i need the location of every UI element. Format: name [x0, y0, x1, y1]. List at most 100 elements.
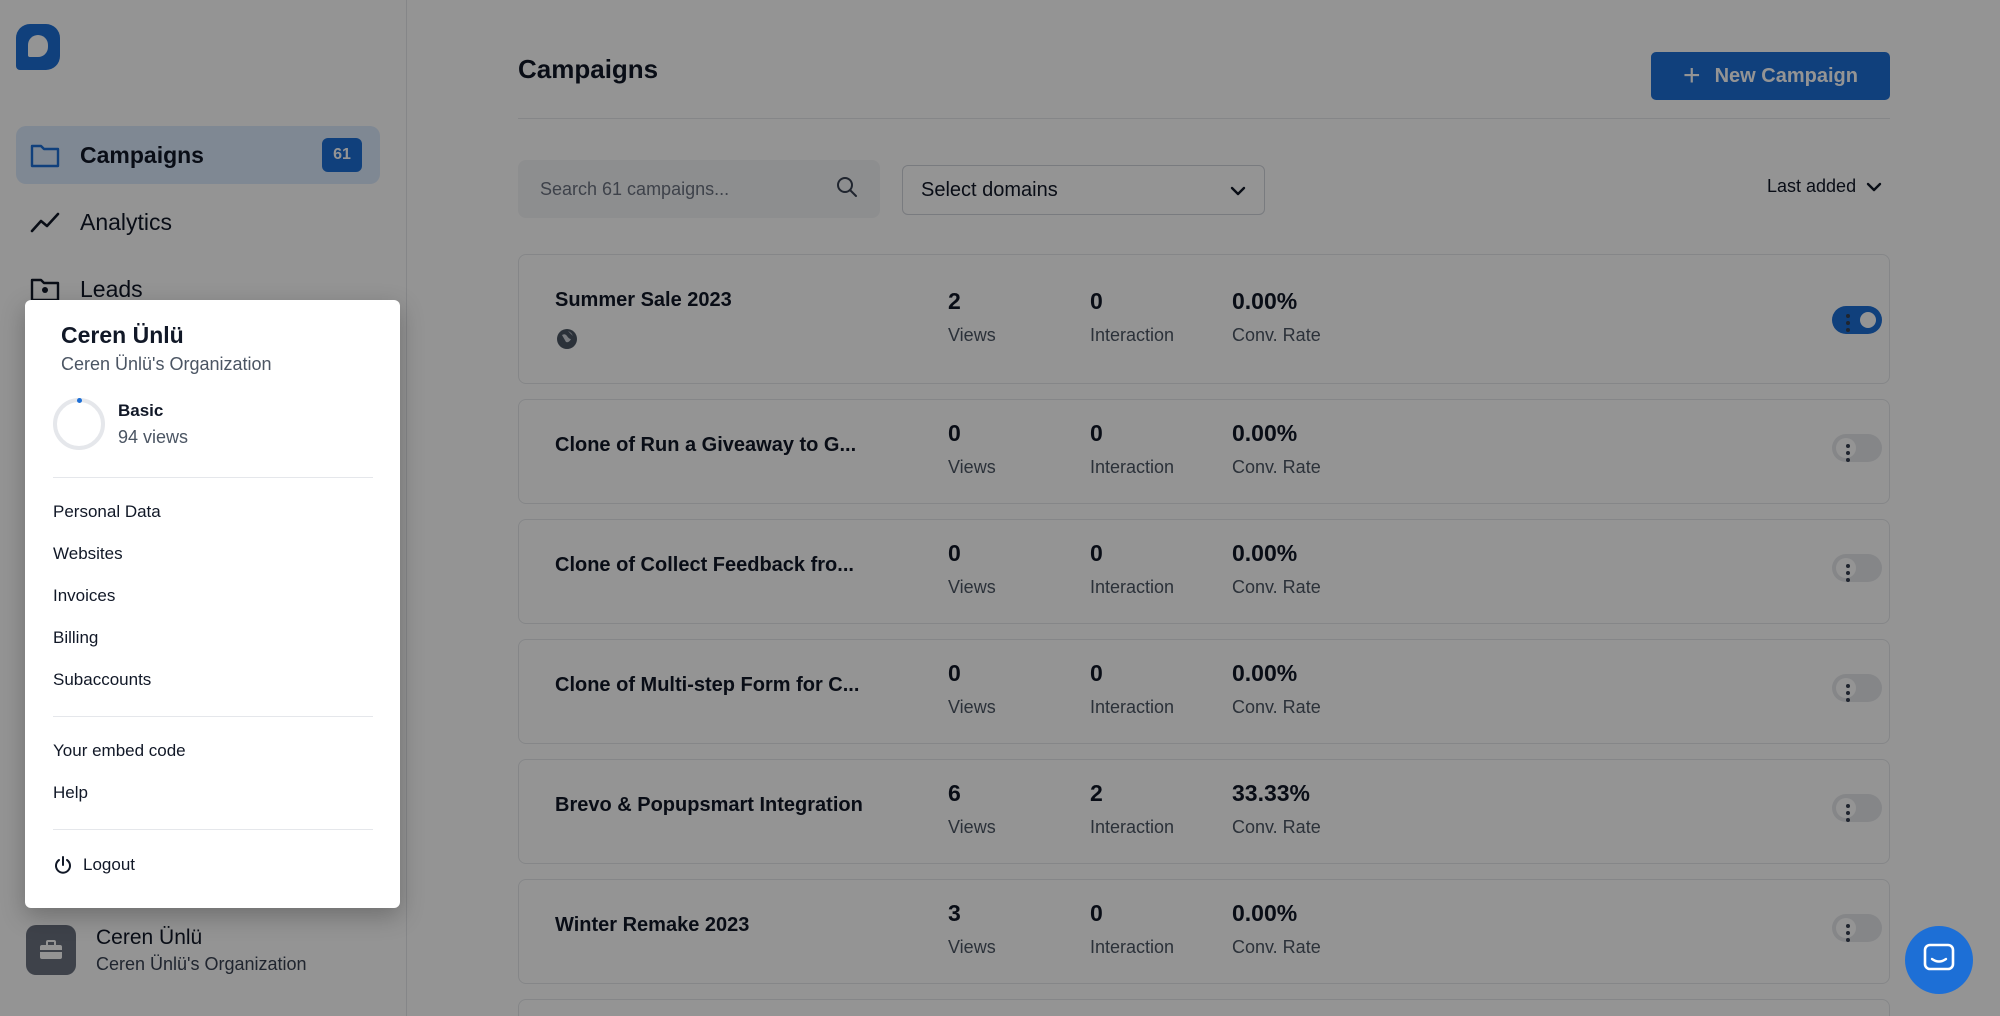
- folder-icon: [30, 140, 60, 170]
- interaction-stat: 0 Interaction: [1090, 420, 1174, 478]
- views-value: 0: [948, 420, 961, 446]
- campaign-active-toggle[interactable]: [1832, 306, 1882, 334]
- conv-rate-label: Conv. Rate: [1232, 457, 1321, 477]
- interaction-stat: 0 Interaction: [1090, 900, 1174, 958]
- conv-rate-value: 33.33%: [1232, 780, 1311, 806]
- interaction-label: Interaction: [1090, 937, 1175, 957]
- views-value: 3: [948, 900, 961, 926]
- views-stat: 6 Views: [948, 780, 996, 838]
- views-value: 2: [948, 288, 961, 314]
- views-label: Views: [948, 457, 996, 477]
- interaction-value: 0: [1090, 420, 1103, 446]
- views-value: 6: [948, 780, 961, 806]
- conv-rate-stat: 0.00% Conv. Rate: [1232, 288, 1321, 346]
- menu-item-websites[interactable]: Websites: [33, 533, 143, 575]
- menu-item-invoices[interactable]: Invoices: [53, 586, 116, 605]
- campaign-active-toggle[interactable]: [1832, 434, 1882, 462]
- interaction-label: Interaction: [1090, 577, 1175, 597]
- conv-rate-label: Conv. Rate: [1232, 937, 1321, 957]
- more-options-icon[interactable]: [1845, 444, 1851, 462]
- more-options-icon[interactable]: [1845, 924, 1851, 942]
- campaign-card[interactable]: Brevo & Popupsmart Integration 6 Views 2…: [518, 759, 1890, 864]
- campaign-name[interactable]: Winter Remake 2023: [555, 914, 750, 936]
- campaign-card[interactable]: [518, 999, 1890, 1016]
- sidebar-item-analytics[interactable]: Analytics: [16, 193, 380, 251]
- menu-item-help[interactable]: Help: [53, 783, 88, 802]
- views-stat: 0 Views: [948, 420, 996, 478]
- menu-item-embed-code[interactable]: Your embed code: [53, 741, 186, 760]
- campaign-card[interactable]: Clone of Run a Giveaway to G... 0 Views …: [518, 399, 1890, 504]
- chevron-down-icon: [1866, 176, 1882, 197]
- conv-rate-stat: 33.33% Conv. Rate: [1232, 780, 1321, 838]
- header-divider: [518, 118, 1890, 119]
- conv-rate-value: 0.00%: [1232, 540, 1298, 566]
- views-stat: 2 Views: [948, 288, 996, 346]
- campaign-active-toggle[interactable]: [1832, 554, 1882, 582]
- campaign-name[interactable]: Clone of Multi-step Form for C...: [555, 674, 860, 696]
- views-value: 0: [948, 660, 961, 686]
- sidebar-item-label: Analytics: [80, 208, 173, 235]
- views-label: Views: [948, 577, 996, 597]
- globe-icon: [555, 327, 579, 356]
- interaction-stat: 0 Interaction: [1090, 660, 1174, 718]
- search-box[interactable]: [518, 160, 880, 218]
- account-switcher[interactable]: Ceren Ünlü Ceren Ünlü's Organization: [26, 925, 307, 975]
- views-label: Views: [948, 325, 996, 345]
- search-icon[interactable]: [836, 176, 858, 203]
- interaction-label: Interaction: [1090, 325, 1175, 345]
- plus-icon: +: [1683, 59, 1701, 92]
- campaign-active-toggle[interactable]: [1832, 914, 1882, 942]
- interaction-label: Interaction: [1090, 697, 1175, 717]
- interaction-stat: 0 Interaction: [1090, 540, 1174, 598]
- views-stat: 0 Views: [948, 660, 996, 718]
- campaign-card[interactable]: Winter Remake 2023 3 Views 0 Interaction…: [518, 879, 1890, 984]
- conv-rate-label: Conv. Rate: [1232, 577, 1321, 597]
- campaign-active-toggle[interactable]: [1832, 674, 1882, 702]
- logout-button[interactable]: Logout: [33, 844, 155, 886]
- campaign-name[interactable]: Summer Sale 2023: [555, 289, 732, 311]
- campaign-name[interactable]: Clone of Run a Giveaway to G...: [555, 434, 857, 456]
- campaign-card[interactable]: Summer Sale 2023 2 Views 0 Interaction 0…: [518, 254, 1890, 384]
- more-options-icon[interactable]: [1845, 314, 1851, 332]
- menu-user-name: Ceren Ünlü: [61, 322, 184, 348]
- menu-divider: [53, 829, 373, 830]
- campaign-name[interactable]: Brevo & Popupsmart Integration: [555, 794, 863, 816]
- more-options-icon[interactable]: [1845, 804, 1851, 822]
- menu-item-subaccounts[interactable]: Subaccounts: [53, 670, 152, 689]
- campaign-card[interactable]: Clone of Multi-step Form for C... 0 View…: [518, 639, 1890, 744]
- sort-dropdown[interactable]: Last added: [1767, 176, 1882, 197]
- campaign-name[interactable]: Clone of Collect Feedback fro...: [555, 554, 854, 576]
- plan-views: 94 views: [118, 427, 189, 447]
- menu-org-name: Ceren Ünlü's Organization: [61, 354, 272, 374]
- new-campaign-label: New Campaign: [1714, 64, 1858, 87]
- menu-item-personal-data[interactable]: Personal Data: [53, 502, 161, 521]
- more-options-icon[interactable]: [1845, 564, 1851, 582]
- trend-line-icon: [30, 207, 60, 237]
- power-icon: [53, 855, 73, 875]
- campaign-card[interactable]: Clone of Collect Feedback fro... 0 Views…: [518, 519, 1890, 624]
- logout-label: Logout: [83, 855, 135, 874]
- views-label: Views: [948, 817, 996, 837]
- domains-select[interactable]: Select domains: [902, 165, 1265, 215]
- conv-rate-label: Conv. Rate: [1232, 325, 1321, 345]
- main-content: Campaigns + New Campaign Select domains …: [407, 0, 2000, 1016]
- sidebar-item-campaigns[interactable]: Campaigns 61: [16, 126, 380, 184]
- briefcase-icon: [26, 925, 76, 975]
- campaign-active-toggle[interactable]: [1832, 794, 1882, 822]
- conv-rate-label: Conv. Rate: [1232, 817, 1321, 837]
- chat-icon: [1922, 942, 1956, 979]
- popupsmart-logo[interactable]: [16, 24, 60, 70]
- conv-rate-label: Conv. Rate: [1232, 697, 1321, 717]
- sidebar-item-label: Campaigns: [80, 141, 204, 168]
- conv-rate-value: 0.00%: [1232, 900, 1298, 926]
- page-title: Campaigns: [518, 54, 659, 84]
- domains-select-label: Select domains: [921, 178, 1058, 201]
- interaction-stat: 0 Interaction: [1090, 288, 1174, 346]
- search-input[interactable]: [540, 178, 836, 200]
- menu-item-billing[interactable]: Billing: [53, 628, 99, 647]
- conv-rate-stat: 0.00% Conv. Rate: [1232, 660, 1321, 718]
- sidebar-item-label: Leads: [80, 275, 143, 302]
- new-campaign-button[interactable]: + New Campaign: [1651, 52, 1890, 100]
- chat-launcher-button[interactable]: [1905, 926, 1973, 994]
- more-options-icon[interactable]: [1845, 684, 1851, 702]
